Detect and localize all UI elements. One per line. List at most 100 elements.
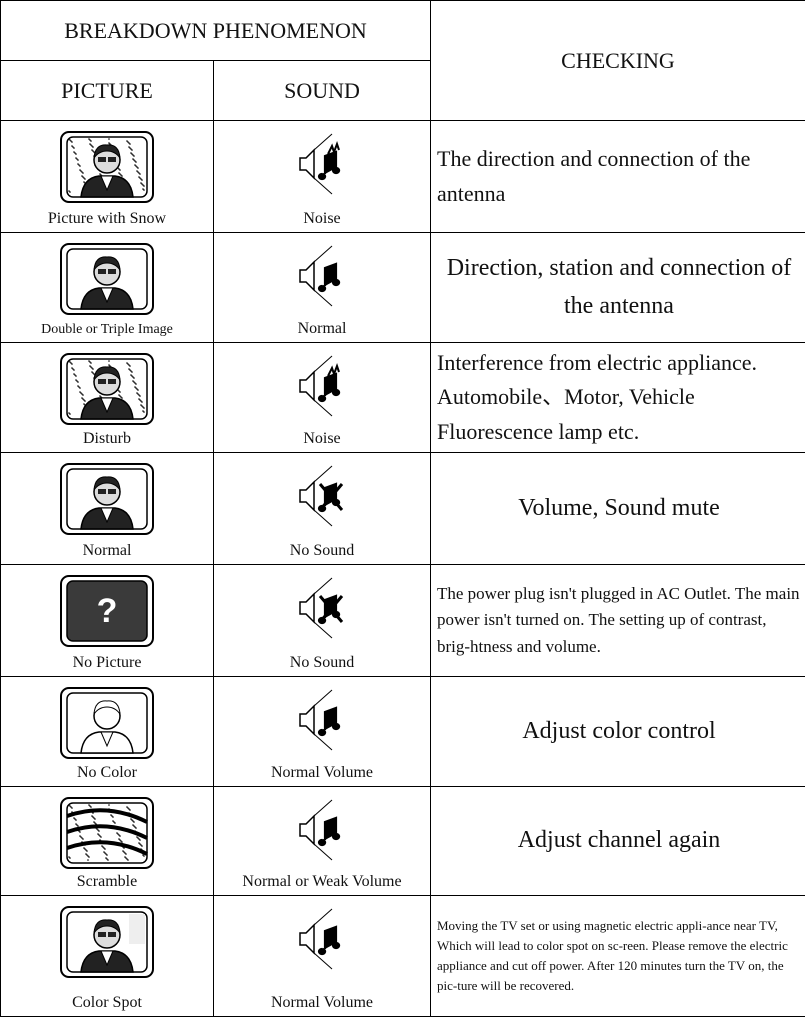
- noise-dot: [90, 362, 92, 364]
- sound-cell: Normal Volume: [214, 677, 431, 787]
- noise-dot: [121, 397, 123, 399]
- speaker-line-down: [314, 844, 332, 860]
- glasses-l: [98, 713, 106, 718]
- speaker-line-up: [314, 690, 332, 706]
- speaker-icon: [292, 464, 352, 528]
- noise-dot: [131, 371, 133, 373]
- noise-dot: [143, 189, 145, 191]
- glasses-r: [108, 157, 116, 162]
- speaker-line-up: [314, 800, 332, 816]
- sound-box: Noise: [214, 344, 430, 452]
- noise-dot: [82, 172, 84, 174]
- glasses-r: [108, 379, 116, 384]
- noise-dot: [133, 377, 135, 379]
- noise-dot: [143, 855, 145, 857]
- noise-dot: [84, 178, 86, 180]
- speaker-cone: [300, 594, 314, 622]
- picture-caption: Color Spot: [1, 994, 213, 1012]
- speaker-cone: [300, 482, 314, 510]
- picture-box: ? No Picture: [1, 566, 213, 676]
- noise-dot: [143, 407, 145, 409]
- noise-dot: [108, 804, 110, 806]
- speaker-line-down: [314, 178, 332, 194]
- sound-cell: Normal Volume: [214, 896, 431, 1017]
- glasses-l: [98, 379, 106, 384]
- noise-dot: [135, 827, 137, 829]
- tv-icon: [59, 796, 155, 870]
- note: [319, 152, 339, 179]
- speaker-line-down: [314, 510, 332, 526]
- sound-cell: No Sound: [214, 453, 431, 565]
- noise-dot: [139, 395, 141, 397]
- noise-dot: [121, 175, 123, 177]
- picture-cell: Scramble: [1, 787, 214, 896]
- noise-dot: [119, 391, 121, 393]
- speaker-line-down: [314, 622, 332, 638]
- speaker-line-down: [314, 953, 332, 969]
- noise-dot: [141, 179, 143, 181]
- noise-dot: [92, 146, 94, 148]
- noise-dot: [100, 836, 102, 838]
- sound-caption: Normal Volume: [214, 764, 430, 782]
- noise-dot: [86, 850, 88, 852]
- picture-caption: Double or Triple Image: [1, 322, 213, 338]
- checking-cell: Direction, station and connection of the…: [431, 233, 805, 343]
- noise-dot: [87, 859, 89, 861]
- noise-dot: [108, 360, 110, 362]
- noise-dot: [131, 149, 133, 151]
- sound-box: Normal: [214, 234, 430, 342]
- sound-caption: Normal: [214, 320, 430, 338]
- sound-caption: Noise: [214, 210, 430, 228]
- screen-symbol: ?: [97, 592, 118, 630]
- speaker-cone: [300, 372, 314, 400]
- noise-dot: [127, 859, 129, 861]
- picture-cell: No Color: [1, 677, 214, 787]
- glasses-l: [98, 489, 106, 494]
- picture-caption: No Picture: [1, 654, 213, 672]
- sound-box: Normal Volume: [214, 897, 430, 1016]
- noise-dot: [135, 161, 137, 163]
- noise-marks: [328, 144, 339, 154]
- noise-dot: [69, 857, 71, 859]
- speaker-icon: [292, 798, 352, 862]
- note: [319, 708, 339, 735]
- noise-dot: [92, 368, 94, 370]
- noise-dot: [75, 375, 77, 377]
- note: [319, 264, 339, 291]
- noise-dot: [135, 383, 137, 385]
- noise-dot: [106, 854, 108, 856]
- speaker-line-up: [314, 134, 332, 150]
- noise-dot: [139, 839, 141, 841]
- noise-dot: [143, 411, 145, 413]
- phenomenon-header: BREAKDOWN PHENOMENON: [1, 1, 431, 61]
- tv-icon: [59, 686, 155, 760]
- sound-caption: Normal or Weak Volume: [214, 873, 430, 891]
- picture-box: Picture with Snow: [1, 122, 213, 232]
- picture-box: Normal: [1, 454, 213, 564]
- noise-dot: [108, 138, 110, 140]
- picture-box: Scramble: [1, 788, 213, 895]
- noise-dot: [114, 822, 116, 824]
- noise-dot: [77, 825, 79, 827]
- speaker-icon: [292, 132, 352, 196]
- glasses-r: [108, 932, 116, 937]
- noise-dot: [79, 387, 81, 389]
- checking-header: CHECKING: [431, 1, 805, 121]
- sound-box: Normal or Weak Volume: [214, 788, 430, 895]
- speaker-icon: [292, 576, 352, 640]
- noise-dot: [125, 853, 127, 855]
- picture-cell: Picture with Snow: [1, 121, 214, 233]
- speaker-line-down: [314, 400, 332, 416]
- picture-cell: Color Spot: [1, 896, 214, 1017]
- noise-dot: [71, 807, 73, 809]
- note: [319, 818, 339, 845]
- noise-dot: [107, 859, 109, 861]
- glasses-r: [108, 489, 116, 494]
- speaker-icon: [292, 907, 352, 971]
- picture-box: Disturb: [1, 344, 213, 452]
